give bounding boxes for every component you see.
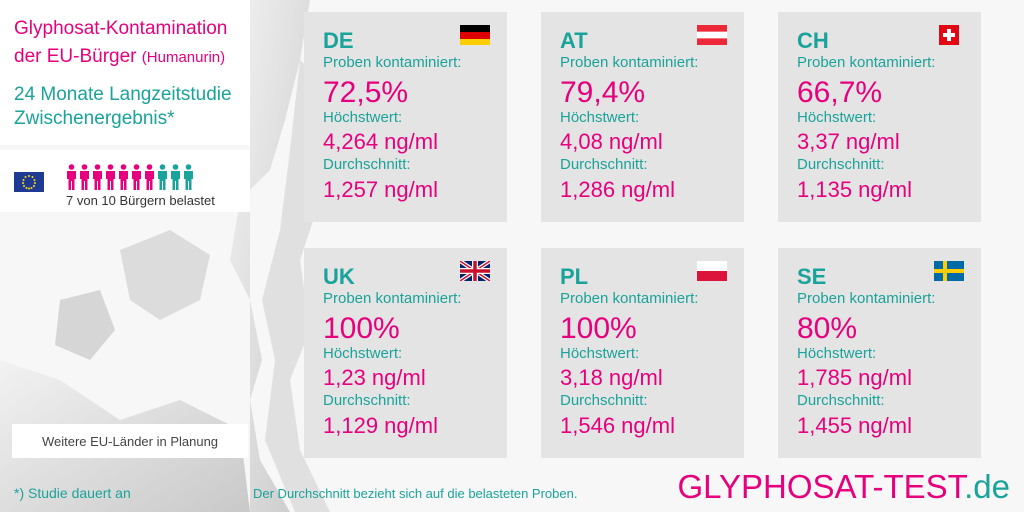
country-card-at: AT Proben kontaminiert: 79,4% Höchstwert… (541, 12, 744, 222)
person-affected-icon (67, 164, 76, 190)
samples-label: Proben kontaminiert: (323, 290, 462, 307)
samples-label: Proben kontaminiert: (797, 290, 936, 307)
max-label: Höchstwert: (323, 109, 403, 126)
study-status: Zwischenergebnis* (14, 108, 175, 129)
title-panel: Glyphosat-Kontamination der EU-Bürger (H… (0, 0, 250, 145)
max-value: 4,08 ng/ml (560, 129, 663, 154)
people-pictogram (66, 164, 194, 190)
avg-label: Durchschnitt: (323, 156, 411, 173)
brand-name: GLYPHOSAT-TEST (677, 468, 965, 505)
avg-label: Durchschnitt: (560, 156, 648, 173)
country-code: DE (323, 28, 354, 53)
country-code: SE (797, 264, 827, 289)
avg-value: 1,546 ng/ml (560, 413, 675, 438)
contamination-rate: 72,5% (323, 76, 409, 109)
max-value: 4,264 ng/ml (323, 129, 438, 154)
planning-note: Weitere EU-Länder in Planung (12, 424, 248, 458)
uk-flag-icon (460, 261, 490, 281)
avg-label: Durchschnitt: (797, 392, 885, 409)
country-card-de: DE Proben kontaminiert: 72,5% Höchstwert… (304, 12, 507, 222)
country-code: AT (560, 28, 588, 53)
avg-value: 1,286 ng/ml (560, 177, 675, 202)
page-title: Glyphosat-Kontamination (14, 18, 228, 39)
country-card-uk: UK Proben kontaminiert: 100% Höchstwert:… (304, 248, 507, 458)
max-value: 3,18 ng/ml (560, 365, 663, 390)
avg-value: 1,455 ng/ml (797, 413, 912, 438)
max-label: Höchstwert: (560, 345, 640, 362)
person-affected-icon (106, 164, 115, 190)
max-label: Höchstwert: (323, 345, 403, 362)
contamination-rate: 79,4% (560, 76, 646, 109)
samples-label: Proben kontaminiert: (560, 290, 699, 307)
person-affected-icon (93, 164, 102, 190)
eu-stat-caption: 7 von 10 Bürgern belastet (66, 193, 215, 208)
study-footnote: *) Studie dauert an (14, 485, 131, 501)
person-affected-icon (145, 164, 154, 190)
avg-label: Durchschnitt: (560, 392, 648, 409)
brand-tld: .de (964, 468, 1010, 505)
eu-flag-icon (14, 172, 44, 192)
average-note: Der Durchschnitt bezieht sich auf die be… (253, 486, 578, 501)
contamination-rate: 100% (323, 312, 400, 345)
max-label: Höchstwert: (560, 109, 640, 126)
country-card-se: SE Proben kontaminiert: 80% Höchstwert: … (778, 248, 981, 458)
page-title-line2-text: der EU-Bürger (14, 46, 137, 67)
contamination-rate: 80% (797, 312, 858, 345)
eu-stat-panel: 7 von 10 Bürgern belastet (0, 150, 250, 212)
country-code: CH (797, 28, 829, 53)
contamination-rate: 100% (560, 312, 637, 345)
person-unaffected-icon (158, 164, 167, 190)
max-label: Höchstwert: (797, 109, 877, 126)
max-value: 3,37 ng/ml (797, 129, 900, 154)
country-card-pl: PL Proben kontaminiert: 100% Höchstwert:… (541, 248, 744, 458)
max-value: 1,23 ng/ml (323, 365, 426, 390)
country-code: UK (323, 264, 355, 289)
contamination-rate: 66,7% (797, 76, 883, 109)
person-unaffected-icon (184, 164, 193, 190)
person-affected-icon (80, 164, 89, 190)
germany-flag-icon (460, 25, 490, 45)
avg-value: 1,129 ng/ml (323, 413, 438, 438)
country-code: PL (560, 264, 589, 289)
avg-value: 1,257 ng/ml (323, 177, 438, 202)
poland-flag-icon (697, 261, 727, 281)
avg-label: Durchschnitt: (797, 156, 885, 173)
sweden-flag-icon (934, 261, 964, 281)
person-affected-icon (119, 164, 128, 190)
person-unaffected-icon (171, 164, 180, 190)
avg-value: 1,135 ng/ml (797, 177, 912, 202)
samples-label: Proben kontaminiert: (797, 54, 936, 71)
person-affected-icon (132, 164, 141, 190)
page-title-line2: der EU-Bürger (Humanurin) (14, 46, 225, 68)
max-value: 1,785 ng/ml (797, 365, 912, 390)
avg-label: Durchschnitt: (323, 392, 411, 409)
switzerland-flag-icon (939, 25, 959, 45)
brand-logo: GLYPHOSAT-TEST.de (677, 468, 1010, 506)
samples-label: Proben kontaminiert: (323, 54, 462, 71)
country-card-ch: CH Proben kontaminiert: 66,7% Höchstwert… (778, 12, 981, 222)
page-title-subtitle: (Humanurin) (141, 49, 226, 66)
austria-flag-icon (697, 25, 727, 45)
max-label: Höchstwert: (797, 345, 877, 362)
study-duration: 24 Monate Langzeitstudie (14, 84, 232, 105)
samples-label: Proben kontaminiert: (560, 54, 699, 71)
